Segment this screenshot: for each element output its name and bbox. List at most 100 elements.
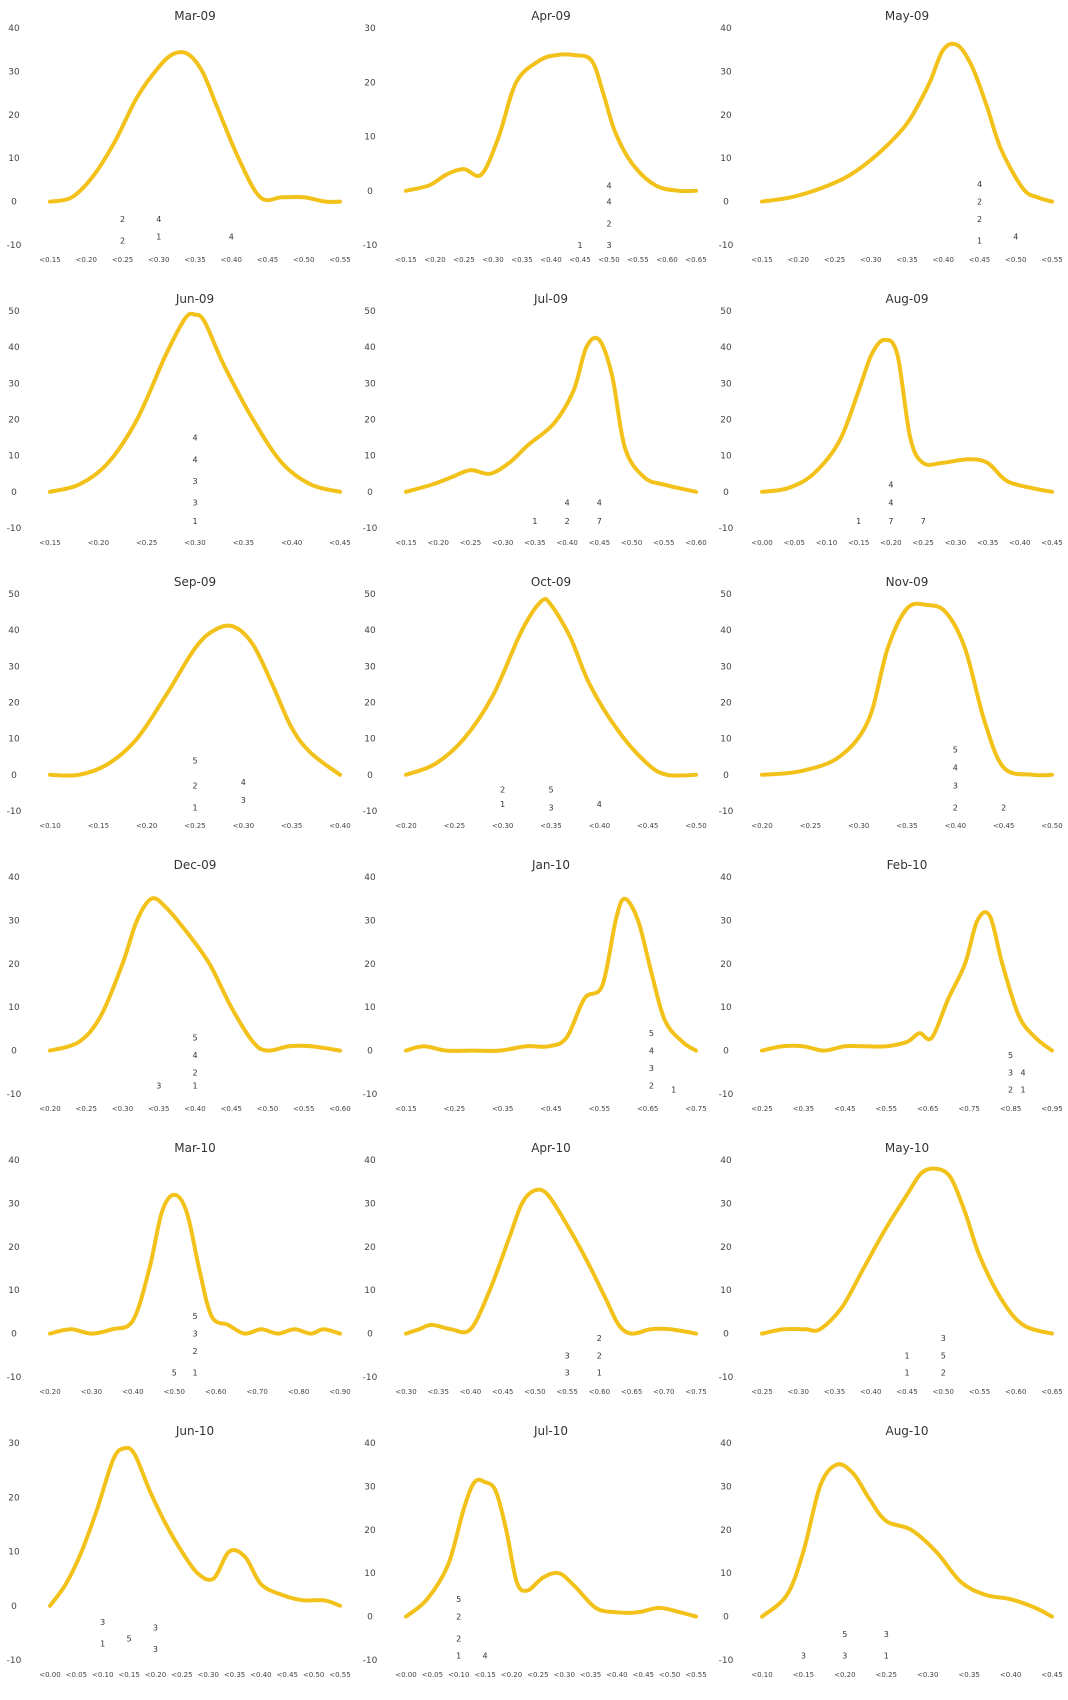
x-tick-label: <0.45	[329, 539, 350, 547]
x-tick-label: <0.35	[427, 1388, 448, 1396]
y-tick-label: 10	[720, 154, 732, 164]
x-tick-label: <0.55	[685, 1671, 706, 1679]
data-annotation: 4	[953, 764, 958, 773]
y-tick-label: 10	[720, 1286, 732, 1296]
data-annotation: 5	[456, 1595, 461, 1604]
x-tick-label: <0.45	[492, 1388, 513, 1396]
data-annotation: 2	[565, 517, 570, 526]
data-annotation: 3	[192, 477, 197, 486]
data-annotation: 2	[192, 1068, 197, 1077]
y-tick-label: 20	[720, 960, 732, 970]
data-annotation: 2	[597, 1334, 602, 1343]
y-tick-label: 30	[720, 379, 732, 389]
chart-svg: May-09 40 30 20 10 0 -10 <0.15 <0.20 <0.25 <0.30 <0…	[719, 9, 1063, 264]
y-tick-label: -10	[7, 807, 22, 817]
y-tick-label: -10	[363, 241, 378, 251]
data-annotation: 1	[904, 1351, 909, 1360]
data-annotation: 4	[565, 499, 570, 508]
y-tick-label: 40	[720, 873, 732, 883]
data-annotation: 3	[649, 1064, 654, 1073]
data-annotation: 4	[1020, 1068, 1025, 1077]
data-annotation: 4	[483, 1652, 488, 1661]
y-tick-label: 20	[8, 960, 20, 970]
y-tick-label: -10	[719, 524, 734, 534]
x-tick-label: <0.55	[293, 1105, 314, 1113]
x-tick-label: <0.30	[395, 1388, 416, 1396]
chart-panel-12: Feb-10 40 30 20 10 0 -10 <0.25 <0.35 <0.45 <0.55 <0…	[712, 849, 1068, 1132]
data-annotation: 1	[500, 800, 505, 809]
data-annotation: 1	[577, 241, 582, 250]
series-line	[48, 50, 342, 204]
y-tick-label: 0	[11, 488, 17, 498]
data-annotation: 2	[192, 782, 197, 791]
data-annotation: 1	[192, 1081, 197, 1090]
x-tick-label: <0.40	[606, 1671, 627, 1679]
data-annotation: 3	[100, 1618, 105, 1627]
x-tick-label: <0.25	[460, 539, 481, 547]
data-annotation: 2	[120, 237, 125, 246]
y-tick-label: 40	[8, 343, 20, 353]
x-tick-label: <0.35	[977, 539, 998, 547]
data-annotation: 3	[941, 1334, 946, 1343]
y-tick-label: -10	[7, 1090, 22, 1100]
x-tick-label: <0.05	[66, 1671, 87, 1679]
x-tick-label: <0.45	[540, 1105, 561, 1113]
y-tick-label: 20	[8, 699, 20, 709]
y-tick-label: 0	[723, 488, 729, 498]
series-line	[404, 1477, 698, 1619]
x-tick-label: <0.20	[88, 539, 109, 547]
y-tick-label: 0	[11, 1602, 17, 1612]
y-tick-label: 30	[8, 67, 20, 77]
x-tick-label: <0.45	[637, 822, 658, 830]
y-tick-label: 0	[11, 1047, 17, 1057]
x-tick-label: <0.10	[816, 539, 837, 547]
x-tick-label: <0.30	[788, 1388, 809, 1396]
series-line	[48, 623, 342, 778]
data-annotation: 5	[842, 1630, 847, 1639]
x-tick-label: <0.55	[653, 539, 674, 547]
y-tick-label: 40	[364, 626, 376, 636]
chart-panel-5: Jul-09 50 40 30 20 10 0 -10 <0.15 <0.20 <0.25 <0.30…	[356, 283, 712, 566]
data-annotation: 4	[606, 198, 611, 207]
series-line	[404, 1187, 698, 1336]
x-tick-label: <0.15	[751, 256, 772, 264]
y-tick-label: 0	[11, 1330, 17, 1340]
x-tick-label: <0.35	[958, 1671, 979, 1679]
x-tick-label: <0.50	[164, 1388, 185, 1396]
data-annotation: 2	[120, 215, 125, 224]
y-tick-label: 0	[723, 1613, 729, 1623]
x-tick-label: <0.40	[1000, 1671, 1021, 1679]
data-annotation: 1	[597, 1369, 602, 1378]
data-annotation: 3	[156, 1081, 161, 1090]
y-tick-label: 50	[364, 590, 376, 600]
x-tick-label: <0.00	[395, 1671, 416, 1679]
x-tick-label: <0.40	[329, 822, 350, 830]
y-tick-label: 10	[720, 1003, 732, 1013]
y-tick-label: 0	[723, 1047, 729, 1057]
y-tick-label: 10	[364, 1286, 376, 1296]
x-tick-label: <0.30	[233, 822, 254, 830]
x-tick-label: <0.60	[329, 1105, 350, 1113]
x-tick-label: <0.45	[589, 539, 610, 547]
chart-panel-9: Nov-09 50 40 30 20 10 0 -10 <0.20 <0.25 <0.30 <0.35…	[712, 566, 1068, 849]
y-tick-label: 20	[364, 1243, 376, 1253]
y-tick-label: -10	[719, 1656, 734, 1666]
data-annotation: 5	[192, 1312, 197, 1321]
y-tick-label: 30	[364, 662, 376, 672]
data-annotation: 3	[548, 803, 553, 812]
x-tick-label: <0.85	[1000, 1105, 1021, 1113]
x-tick-label: <0.40	[184, 1105, 205, 1113]
x-tick-label: <0.45	[221, 1105, 242, 1113]
data-annotation: 3	[953, 782, 958, 791]
y-tick-label: 0	[367, 187, 373, 197]
x-tick-label: <0.40	[1009, 539, 1030, 547]
y-tick-label: 30	[8, 916, 20, 926]
data-annotation: 2	[1001, 803, 1006, 812]
x-tick-label: <0.65	[637, 1105, 658, 1113]
data-annotation: 2	[977, 215, 982, 224]
x-tick-label: <0.35	[184, 256, 205, 264]
y-tick-label: 50	[8, 307, 20, 317]
y-tick-label: 0	[367, 1613, 373, 1623]
y-tick-label: 10	[364, 133, 376, 143]
